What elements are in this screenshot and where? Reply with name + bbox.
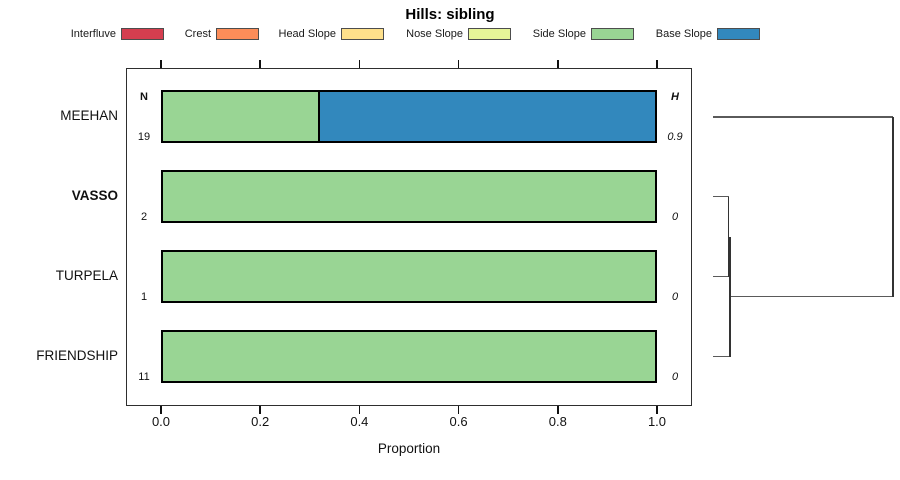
n-column-header: N — [140, 91, 148, 103]
legend-item-label: Crest — [184, 28, 211, 40]
axis-tick-bottom — [259, 406, 261, 414]
axis-tick-top — [457, 59, 460, 68]
n-value: 19 — [137, 131, 151, 143]
bar-segment-side-slope — [163, 252, 655, 301]
dendrogram-line — [713, 275, 729, 278]
legend-swatch — [717, 28, 760, 40]
legend-item-label: Side Slope — [532, 28, 586, 40]
n-value: 11 — [138, 371, 150, 383]
dendrogram-line — [729, 236, 731, 357]
h-value: 0 — [671, 291, 679, 303]
axis-tick-label: 0.8 — [548, 414, 567, 429]
legend-item-label: Interfluve — [70, 28, 116, 40]
legend-swatch — [216, 28, 259, 40]
bar-segment-side-slope — [163, 172, 655, 221]
bar-segment-side-slope — [163, 92, 321, 141]
axis-tick-label: 0.6 — [449, 414, 468, 429]
h-value: 0.9 — [667, 131, 683, 143]
axis-tick-bottom — [358, 406, 361, 414]
axis-tick-label: 1.0 — [647, 414, 667, 429]
legend-item: Side Slope — [444, 26, 634, 42]
category-label: VASSO — [71, 188, 118, 203]
axis-tick-top — [656, 59, 658, 68]
axis-tick-top — [259, 59, 261, 68]
dendrogram-line — [892, 117, 894, 297]
h-value: 0 — [671, 211, 679, 223]
axis-tick-bottom — [557, 406, 559, 414]
dendrogram-line — [713, 195, 729, 198]
axis-tick-top — [358, 59, 361, 68]
n-value: 2 — [140, 211, 148, 223]
legend-swatch — [591, 28, 634, 40]
dendrogram-line — [713, 116, 893, 118]
category-label: FRIENDSHIP — [36, 348, 118, 363]
legend-item: Interfluve — [0, 26, 164, 42]
legend-item: Nose Slope — [321, 26, 511, 42]
legend-item-label: Base Slope — [655, 28, 712, 40]
legend-swatch — [468, 28, 511, 40]
chart-title: Hills: sibling — [405, 6, 495, 23]
category-label: TURPELA — [55, 268, 118, 283]
n-value: 1 — [140, 291, 148, 303]
stacked-bar — [161, 250, 657, 303]
legend-swatch — [121, 28, 164, 40]
axis-tick-label: 0.2 — [251, 414, 270, 429]
h-column-header: H — [671, 91, 679, 103]
stacked-bar — [161, 170, 657, 223]
dendrogram-line — [730, 295, 893, 298]
legend-item: Head Slope — [194, 26, 384, 42]
legend-item: Base Slope — [570, 26, 760, 42]
x-axis-title: Proportion — [377, 441, 441, 456]
legend-item: Crest — [69, 26, 259, 42]
legend-item-label: Nose Slope — [406, 28, 463, 40]
axis-tick-bottom — [656, 406, 658, 414]
dendrogram-line — [727, 196, 730, 277]
legend-item-label: Head Slope — [278, 28, 337, 40]
legend-swatch — [341, 28, 384, 40]
axis-tick-label: 0.0 — [151, 414, 171, 429]
bar-segment-side-slope — [163, 332, 655, 381]
dendrogram-line — [713, 355, 730, 358]
axis-tick-bottom — [457, 406, 460, 414]
category-label: MEEHAN — [60, 108, 118, 123]
axis-tick-label: 0.4 — [350, 414, 369, 429]
bar-segment-base-slope — [320, 92, 655, 141]
stacked-bar — [161, 330, 657, 383]
stacked-bar — [161, 90, 657, 143]
axis-tick-top — [557, 59, 559, 68]
axis-tick-bottom — [160, 406, 162, 414]
axis-tick-top — [160, 59, 162, 68]
h-value: 0 — [671, 371, 679, 383]
